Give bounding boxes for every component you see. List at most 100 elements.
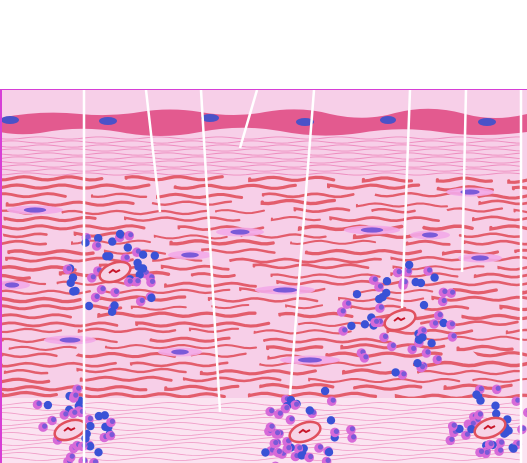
cell-nucleus — [437, 312, 443, 318]
fiber — [77, 327, 177, 334]
lymphocyte — [84, 301, 94, 311]
fiber — [56, 280, 137, 286]
fiber — [424, 305, 470, 312]
fiber — [3, 215, 97, 223]
fiber — [2, 352, 58, 359]
lymphocyte — [94, 448, 103, 457]
lymphocyte — [382, 277, 392, 286]
cell-nucleus — [340, 308, 346, 314]
cell-nucleus — [499, 439, 505, 445]
fiber — [164, 384, 240, 392]
spindle-nucleus — [171, 349, 189, 355]
fiber — [349, 304, 407, 311]
fiber — [2, 361, 117, 368]
cell-nucleus — [478, 386, 484, 392]
fiber — [61, 209, 208, 216]
fiber — [431, 295, 527, 302]
cluster-right-middle — [336, 260, 458, 380]
cell-nucleus — [382, 333, 389, 339]
spindle-nucleus — [4, 282, 20, 288]
fiber — [308, 377, 461, 384]
lymphocyte — [66, 278, 75, 288]
lymphocyte — [492, 409, 501, 418]
fiber — [2, 390, 58, 398]
subendothelial-fibers — [2, 136, 523, 176]
lymphocyte — [108, 237, 117, 246]
fiber — [72, 391, 226, 399]
fiber — [361, 176, 413, 183]
cell-nucleus — [128, 232, 134, 238]
cell-nucleus — [436, 355, 442, 362]
cell-nucleus — [451, 333, 457, 339]
fiber — [270, 215, 321, 222]
fiber — [151, 200, 233, 206]
fiber — [266, 345, 324, 352]
fiber — [290, 239, 377, 246]
cell-nucleus — [449, 321, 455, 327]
fiber — [329, 216, 440, 223]
lymphocyte — [427, 339, 436, 348]
lymphocyte — [360, 320, 370, 329]
fiber — [3, 369, 49, 375]
fiber — [5, 200, 135, 207]
fiber — [2, 148, 523, 152]
fiber — [446, 207, 504, 213]
fiber — [458, 232, 522, 239]
lymphocyte — [419, 300, 429, 310]
endothelial-strip — [2, 108, 527, 136]
cell-nucleus — [87, 415, 93, 422]
lymphocyte — [297, 451, 306, 460]
spindle-nucleus — [23, 207, 47, 213]
fiber — [259, 361, 382, 367]
cell-nucleus — [411, 345, 417, 351]
fiber — [285, 304, 324, 310]
cell-nucleus — [401, 371, 407, 377]
cell-nucleus — [135, 278, 141, 284]
cell-nucleus — [277, 410, 283, 416]
spindle-nucleus — [230, 229, 250, 235]
red-blood-cells — [63, 426, 76, 432]
cell-clusters — [32, 229, 527, 463]
fiber — [2, 160, 523, 164]
fiber — [326, 183, 421, 190]
fiber — [253, 329, 352, 335]
lymphocyte — [107, 307, 117, 316]
lymphocyte — [347, 321, 356, 331]
cell-nucleus — [85, 234, 91, 240]
fiber — [521, 290, 527, 295]
fiber — [456, 344, 514, 352]
fiber — [214, 209, 265, 215]
cell-nucleus — [294, 401, 300, 407]
fiber — [478, 199, 527, 206]
fiber — [156, 192, 244, 200]
red-blood-cells — [393, 316, 406, 322]
lymphocyte — [81, 238, 90, 247]
fiber — [505, 328, 527, 335]
lymphocyte — [413, 359, 422, 368]
spindle-nucleus — [273, 287, 297, 293]
fiber — [130, 305, 187, 311]
cluster-bottom-right — [445, 384, 527, 459]
cell-nucleus — [442, 288, 448, 294]
cell-nucleus — [390, 342, 396, 348]
fiber — [489, 224, 527, 231]
fiber — [153, 234, 228, 240]
lymphocyte — [100, 411, 110, 420]
cell-nucleus — [109, 418, 115, 424]
fiber — [2, 136, 522, 140]
leader-line — [238, 90, 259, 149]
lymphocyte — [509, 444, 518, 453]
cell-nucleus — [372, 276, 378, 282]
fiber — [511, 185, 527, 191]
cell-nucleus — [450, 289, 456, 295]
fiber — [394, 393, 527, 400]
cell-nucleus — [345, 300, 351, 306]
fiber — [462, 239, 527, 246]
lymphocyte — [324, 448, 334, 457]
fiber — [247, 391, 378, 399]
lymphocyte — [147, 293, 156, 303]
fiber — [164, 281, 257, 288]
fiber — [169, 238, 275, 246]
cell-nucleus — [515, 397, 521, 403]
